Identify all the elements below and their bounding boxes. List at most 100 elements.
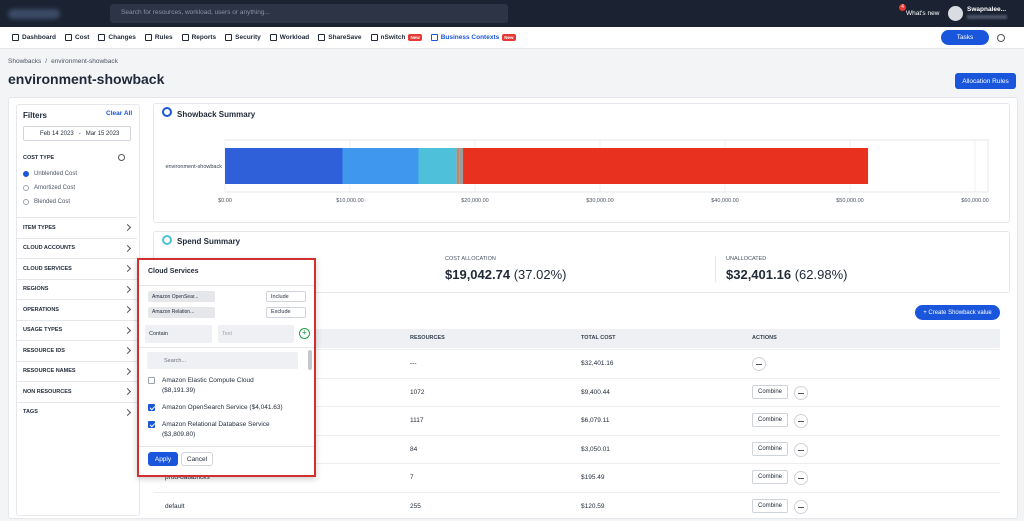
radio[interactable] [23,199,29,205]
filter-section[interactable]: RESOURCE NAMES [17,360,137,381]
combine-button[interactable]: Combine [752,384,789,399]
bar-segment [342,148,419,184]
row-resources: 1072 [410,388,425,396]
nav-icon [225,34,233,41]
row-arrow-button[interactable] [752,357,766,371]
x-tick-label: $30,000.00 [586,198,614,204]
option-label: Amazon OpenSearch Service ($4,041.63) [162,403,283,413]
nav-item[interactable]: Security [225,34,261,41]
user-name[interactable]: Swapnalee... [967,6,1007,13]
nav-label: Business Contexts [440,34,500,41]
filter-section[interactable]: USAGE TYPES [17,319,137,340]
logo [8,9,60,19]
chip-mode-select[interactable]: Include [266,291,306,302]
x-tick-label: $40,000.00 [711,198,739,204]
nav-item[interactable]: Dashboard [12,34,56,41]
nav-label: Changes [108,34,136,41]
row-total-cost: $32,401.16 [581,360,614,367]
breadcrumb-item[interactable]: Showbacks [8,58,42,65]
header-resources: RESOURCES [410,335,445,341]
row-arrow-button[interactable] [794,414,808,428]
table-row: default 255 $120.59 Combine [154,491,1000,521]
nav-item[interactable]: Cost [64,34,89,41]
combine-button[interactable]: Combine [752,441,789,456]
breadcrumb-item: environment-showback [51,58,118,65]
cost-allocation-value: $19,042.74 (37.02%) [445,267,566,282]
combine-button[interactable]: Combine [752,413,789,427]
filter-section[interactable]: ITEM TYPES [17,217,137,237]
chart: $0.00 $10,000.00 $20,000.00 $30,000.00 $40,0… [165,139,989,204]
cost-type-option: Unblended Cost [34,171,78,177]
x-tick-label: $50,000.00 [836,198,864,204]
search-box[interactable] [110,4,508,23]
radio[interactable] [23,185,29,191]
checkbox[interactable] [148,404,155,411]
nav-item[interactable]: ShareSave [318,34,362,41]
filter-section[interactable]: REGIONS [17,278,137,299]
divider [715,256,716,282]
row-arrow-button[interactable] [794,471,808,485]
nav-icon [12,34,19,41]
nav-item[interactable]: Changes [98,34,136,41]
row-arrow-button[interactable] [794,385,808,400]
nav-item[interactable]: Workload [269,34,310,41]
filter-section[interactable]: RESOURCE IDS [17,340,137,360]
amount: $19,042.74 [445,267,511,282]
bar-segment [418,148,457,184]
table-row: prod-databricks 7 $195.49 Combine [154,463,1000,492]
header-actions: ACTIONS [752,335,777,341]
apply-button[interactable]: Apply [148,452,178,466]
create-showback-button[interactable]: + Create Showback value [915,305,1000,320]
y-tick-label: environment-showback [165,164,222,170]
add-button[interactable]: + [299,328,310,339]
nav-item[interactable]: Business Contexts New [430,34,516,41]
spend-icon [162,235,172,245]
date-from: Feb 14 2023 [40,130,74,137]
match-select[interactable]: Contain [145,325,212,343]
checkbox[interactable] [148,377,155,384]
nav-label: Rules [154,34,173,41]
row-arrow-button[interactable] [794,442,808,457]
header-total-cost: TOTAL COST [581,335,616,341]
row-total-cost: $120.59 [581,502,605,510]
chip[interactable]: Amazon OpenSear... [148,291,215,302]
row-arrow-button[interactable] [794,499,808,514]
filter-section[interactable]: CLOUD SERVICES [17,258,137,278]
divider [139,285,314,286]
nav-label: Workload [279,34,310,41]
nav-item[interactable]: Reports [181,34,216,41]
clear-all[interactable]: Clear All [106,110,133,117]
date-range[interactable]: Feb 14 2023- Mar 15 2023 [23,126,131,141]
cost-allocation-label: COST ALLOCATION [445,256,496,262]
cancel-button[interactable]: Cancel [181,452,213,466]
nav-label: Security [235,34,261,41]
unallocated-value: $32,401.16 (62.98%) [726,267,847,282]
radio[interactable] [23,171,29,177]
filter-section[interactable]: TAGS [17,401,137,422]
chip-mode-select[interactable]: Exclude [266,306,306,318]
nav-item[interactable]: nSwitch New [370,34,422,41]
row-total-cost: $9,400.44 [581,388,610,396]
tasks-button[interactable]: Tasks [941,30,989,45]
row-resources: 255 [410,502,421,510]
filter-section[interactable]: NON RESOURCES [17,381,137,401]
filter-section[interactable]: OPERATIONS [17,299,137,319]
filter-section[interactable]: CLOUD ACCOUNTS [17,237,137,258]
popup-title: Cloud Services [148,268,199,275]
nav-icon [318,34,326,41]
x-tick-label: $0.00 [218,198,232,204]
allocation-rules-button[interactable]: Allocation Rules [955,73,1016,89]
whats-new[interactable]: What's new [906,10,940,17]
filters-title: Filters [23,111,48,120]
option-amount: ($3,809.80) [162,431,196,438]
checkbox[interactable] [148,421,155,428]
text-input[interactable]: Text [218,325,294,343]
nav-item[interactable]: Rules [144,34,173,41]
option-search[interactable]: Search... [147,352,298,369]
spend-summary-title: Spend Summary [177,237,241,246]
divider [139,347,314,348]
combine-button[interactable]: Combine [752,470,789,484]
x-tick-label: $20,000.00 [461,198,489,204]
chip[interactable]: Amazon Relation... [148,306,215,318]
page: Search for resources, workload, users or… [0,0,1024,506]
